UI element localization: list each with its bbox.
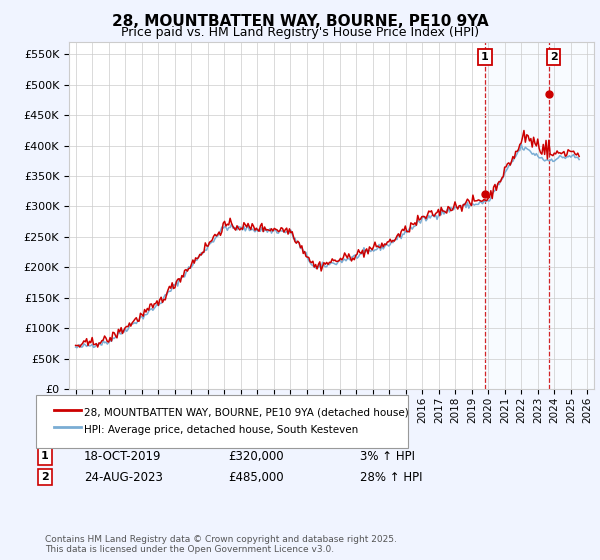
Text: 1: 1 [41, 451, 49, 461]
Text: 28, MOUNTBATTEN WAY, BOURNE, PE10 9YA: 28, MOUNTBATTEN WAY, BOURNE, PE10 9YA [112, 14, 488, 29]
Text: 1: 1 [481, 52, 489, 62]
Text: HPI: Average price, detached house, South Kesteven: HPI: Average price, detached house, Sout… [84, 425, 358, 435]
Text: £320,000: £320,000 [228, 450, 284, 463]
Text: 28% ↑ HPI: 28% ↑ HPI [360, 470, 422, 484]
Bar [485, 42, 548, 389]
Bar [548, 42, 594, 389]
Text: 3% ↑ HPI: 3% ↑ HPI [360, 450, 415, 463]
Text: Price paid vs. HM Land Registry's House Price Index (HPI): Price paid vs. HM Land Registry's House … [121, 26, 479, 39]
Text: 2: 2 [550, 52, 557, 62]
Text: 18-OCT-2019: 18-OCT-2019 [84, 450, 161, 463]
Text: Contains HM Land Registry data © Crown copyright and database right 2025.
This d: Contains HM Land Registry data © Crown c… [45, 535, 397, 554]
Text: £485,000: £485,000 [228, 470, 284, 484]
Text: 28, MOUNTBATTEN WAY, BOURNE, PE10 9YA (detached house): 28, MOUNTBATTEN WAY, BOURNE, PE10 9YA (d… [84, 408, 409, 418]
Text: 2: 2 [41, 472, 49, 482]
Text: 24-AUG-2023: 24-AUG-2023 [84, 470, 163, 484]
